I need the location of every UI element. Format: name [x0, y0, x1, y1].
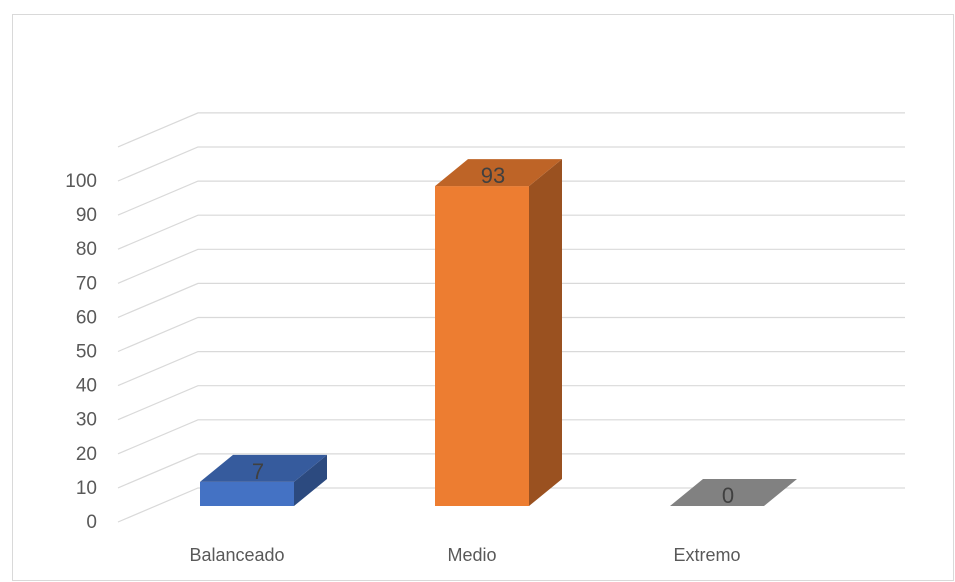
bar-side-face — [529, 159, 562, 506]
y-tick-label: 70 — [76, 273, 97, 294]
category-label-medio: Medio — [447, 545, 496, 565]
bar-medio — [435, 159, 562, 506]
bar-balanceado — [200, 454, 327, 506]
gridline-20 — [117, 419, 905, 455]
y-tick-label: 50 — [76, 342, 97, 363]
gridline-40 — [117, 351, 905, 387]
bar-front-face — [435, 186, 529, 506]
bar-extremo — [670, 479, 797, 507]
bar-side-face — [294, 454, 327, 506]
data-label-medio: 93 — [481, 163, 505, 188]
y-axis-ticks: 0 10 20 30 40 50 60 70 80 90 100 — [65, 171, 97, 533]
y-tick-label: 90 — [76, 205, 97, 226]
y-tick-label: 80 — [76, 239, 97, 260]
gridline-0 — [117, 487, 905, 523]
data-label-balanceado: 7 — [252, 459, 264, 484]
gridline-30 — [117, 385, 905, 421]
bar-top-face — [200, 454, 327, 482]
y-tick-label: 60 — [76, 307, 97, 328]
gridline-50 — [117, 316, 905, 353]
y-tick-label: 30 — [76, 410, 97, 431]
y-tick-label: 10 — [76, 478, 97, 499]
gridline-60 — [117, 282, 905, 318]
gridline-10 — [117, 453, 905, 489]
data-label-extremo: 0 — [722, 483, 734, 508]
gridline-70 — [117, 248, 905, 284]
y-tick-label: 20 — [76, 444, 97, 465]
gridline-90 — [117, 180, 905, 216]
y-tick-label: 100 — [65, 171, 97, 192]
bar-front-face — [200, 481, 294, 506]
data-labels: 7 93 0 — [252, 163, 734, 508]
gridlines — [117, 112, 905, 523]
bar-top-face — [670, 479, 797, 506]
y-tick-label: 0 — [86, 512, 97, 533]
bar-top-face — [435, 159, 562, 187]
gridline-top — [117, 112, 905, 148]
category-label-balanceado: Balanceado — [189, 545, 284, 565]
bars — [200, 159, 797, 507]
gridline-80 — [117, 214, 905, 250]
x-axis-categories: Balanceado Medio Extremo — [189, 545, 740, 565]
gridline-100 — [117, 146, 905, 182]
category-label-extremo: Extremo — [673, 545, 740, 565]
y-tick-label: 40 — [76, 376, 97, 397]
